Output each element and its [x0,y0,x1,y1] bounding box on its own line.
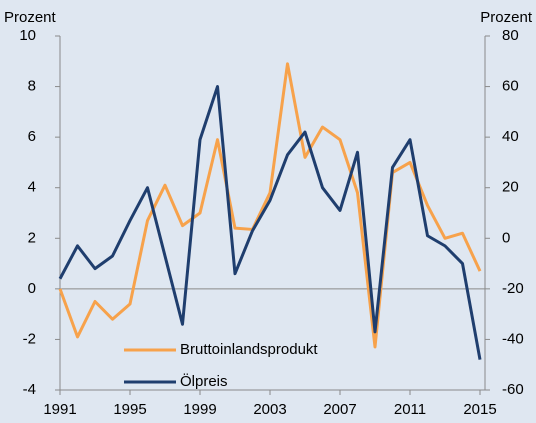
y2-tick-label: -20 [502,280,524,297]
x-tick-label: 1991 [43,401,76,418]
y2-tick-label: -40 [502,330,524,347]
y2-tick-label: 80 [502,27,519,44]
y-tick-label: 0 [28,280,36,297]
x-tick-label: 2011 [394,401,426,418]
y-tick-label: -4 [23,381,36,398]
y2-tick-label: 0 [502,229,510,246]
legend-label: Bruttoinlandsprodukt [180,341,318,358]
y-tick-label: 2 [28,229,36,246]
y-tick-label: 8 [28,78,36,95]
y2-tick-label: 40 [502,128,519,145]
y-tick-label: 6 [28,128,36,145]
y2-tick-label: -60 [502,381,524,398]
x-tick-label: 2007 [323,401,356,418]
x-tick-label: 2003 [253,401,286,418]
x-tick-label: 1995 [113,401,146,418]
y2-axis-label: Prozent [480,9,533,26]
x-tick-label: 1999 [183,401,216,418]
y-tick-label: -2 [23,330,36,347]
x-tick-label: 2015 [463,401,496,418]
y-tick-label: 4 [28,179,36,196]
y2-tick-label: 60 [502,78,519,95]
y-tick-label: 10 [19,27,36,44]
series-line [58,62,482,349]
series-line [58,85,482,360]
legend-label: Ölpreis [180,372,228,390]
y2-tick-label: 20 [502,179,519,196]
y-axis-label: Prozent [4,9,57,26]
